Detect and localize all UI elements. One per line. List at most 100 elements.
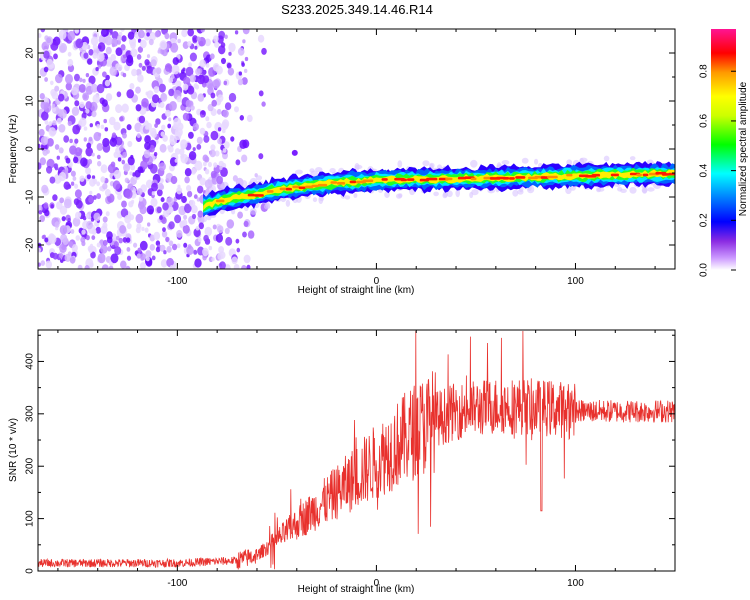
noise-blob bbox=[194, 45, 198, 50]
halo-blob bbox=[470, 159, 478, 168]
noise-blob bbox=[185, 66, 194, 77]
noise-blob bbox=[43, 103, 52, 113]
noise-blob bbox=[247, 230, 255, 239]
noise-blob bbox=[84, 265, 90, 269]
noise-blob bbox=[117, 193, 123, 200]
noise-blob bbox=[74, 138, 79, 144]
noise-blob bbox=[90, 36, 99, 46]
noise-blob bbox=[59, 253, 64, 259]
noise-blob bbox=[141, 226, 145, 231]
noise-blob bbox=[239, 139, 247, 149]
noise-blob bbox=[212, 79, 220, 89]
noise-blob bbox=[65, 74, 73, 84]
colorbar-tick-label: 0.0 bbox=[699, 263, 710, 277]
noise-blob bbox=[131, 68, 138, 77]
noise-blob bbox=[114, 246, 122, 256]
noise-blob bbox=[238, 71, 242, 76]
y-tick-label: 100 bbox=[25, 510, 36, 527]
chart-title: S233.2025.349.14.46.R14 bbox=[281, 2, 433, 17]
noise-blob bbox=[163, 209, 170, 218]
noise-blob bbox=[186, 185, 192, 192]
noise-blob bbox=[58, 93, 65, 102]
noise-blob bbox=[58, 124, 66, 133]
noise-blob bbox=[145, 250, 152, 258]
noise-blob bbox=[45, 36, 54, 46]
noise-blob bbox=[122, 132, 127, 139]
noise-blob bbox=[77, 264, 83, 269]
noise-blob bbox=[217, 127, 222, 132]
colorbar-tick-label: 0.4 bbox=[699, 163, 710, 177]
noise-blob bbox=[115, 104, 123, 114]
noise-blob bbox=[46, 165, 53, 174]
noise-blob bbox=[80, 157, 88, 167]
noise-blob bbox=[53, 163, 58, 169]
colorbar-tick-label: 0.2 bbox=[699, 213, 710, 227]
noise-blob bbox=[43, 202, 49, 209]
noise-blob bbox=[42, 148, 48, 156]
noise-blob bbox=[85, 235, 90, 241]
noise-blob bbox=[201, 70, 206, 76]
noise-blob bbox=[192, 147, 196, 152]
noise-blob bbox=[121, 103, 129, 113]
halo-blob bbox=[566, 159, 573, 166]
noise-blob bbox=[74, 100, 80, 107]
noise-blob bbox=[109, 66, 117, 76]
y-tick-label: 300 bbox=[25, 405, 36, 422]
noise-blob bbox=[203, 135, 210, 143]
noise-blob bbox=[125, 189, 133, 199]
noise-blob bbox=[175, 80, 182, 89]
noise-blob bbox=[38, 262, 41, 267]
noise-blob bbox=[166, 257, 174, 268]
noise-blob bbox=[85, 108, 90, 114]
noise-blob bbox=[110, 161, 116, 168]
noise-blob bbox=[127, 140, 133, 148]
noise-blob bbox=[242, 29, 250, 35]
noise-blob bbox=[228, 42, 236, 53]
noise-blob bbox=[233, 264, 240, 269]
noise-blob bbox=[79, 77, 83, 83]
noise-blob bbox=[138, 62, 143, 68]
noise-blob bbox=[184, 203, 192, 214]
noise-blob bbox=[144, 59, 150, 66]
isolated-spot bbox=[291, 149, 298, 156]
noise-blob bbox=[96, 181, 101, 187]
noise-blob bbox=[125, 56, 134, 67]
noise-blob bbox=[88, 196, 94, 203]
noise-blob bbox=[244, 56, 249, 62]
noise-blob bbox=[168, 221, 175, 230]
noise-blob bbox=[107, 246, 112, 252]
noise-blob bbox=[227, 67, 235, 76]
noise-blob bbox=[137, 166, 144, 174]
noise-blob bbox=[75, 211, 81, 220]
noise-blob bbox=[110, 253, 119, 264]
noise-blob bbox=[109, 116, 116, 126]
noise-blob bbox=[108, 265, 114, 269]
noise-blob bbox=[72, 124, 81, 135]
noise-blob bbox=[223, 80, 228, 86]
noise-blob bbox=[236, 247, 241, 253]
halo-blob bbox=[501, 160, 510, 165]
noise-blob bbox=[257, 34, 265, 43]
noise-blob bbox=[43, 50, 50, 59]
noise-blob bbox=[204, 156, 210, 163]
noise-blob bbox=[162, 134, 168, 142]
noise-blob bbox=[209, 149, 216, 158]
noise-blob bbox=[187, 244, 192, 250]
noise-blob bbox=[110, 54, 116, 61]
noise-blob bbox=[176, 243, 181, 249]
noise-blob bbox=[146, 205, 155, 215]
noise-blob bbox=[219, 165, 223, 171]
noise-blob bbox=[70, 181, 75, 186]
noise-blob bbox=[113, 241, 119, 248]
y-tick-label: 400 bbox=[25, 353, 36, 370]
noise-blob bbox=[69, 256, 76, 264]
noise-blob bbox=[38, 33, 42, 38]
halo-blob bbox=[354, 164, 363, 170]
noise-blob bbox=[120, 44, 126, 51]
noise-blob bbox=[197, 185, 204, 194]
noise-blob bbox=[89, 123, 94, 128]
noise-blob bbox=[222, 148, 227, 153]
noise-blob bbox=[210, 92, 216, 99]
colorbar-gradient bbox=[711, 29, 736, 270]
